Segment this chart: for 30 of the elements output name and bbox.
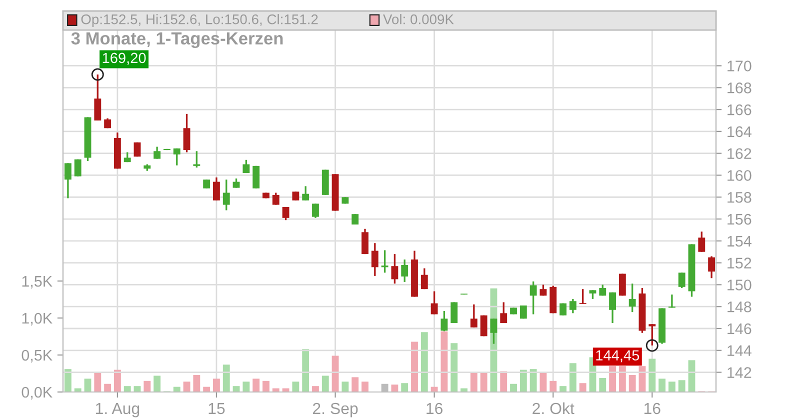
annotation: Op:152.5, Hi:152.6, Lo:150.6, Cl:151.2 [81,14,318,27]
y-tick-label: 0,0K [22,386,52,400]
y2-tick-label: 168 [728,82,752,94]
y2-tick-label: 160 [728,170,752,181]
annotation: Vol: 0.009K [383,14,454,24]
y2-tick-label: 142 [728,367,752,378]
x-tick-label: 2. Okt [532,402,574,414]
x-tick-label: 2. Sep [313,402,358,418]
x-tick-label: 16 [644,402,660,414]
y2-tick-label: 158 [728,192,752,203]
y-tick-label: 1,5K [22,276,52,289]
y2-tick-label: 144 [728,345,752,356]
y2-tick-label: 156 [728,214,752,225]
y2-tick-label: 152 [728,258,752,268]
x-tick-label: 1. Aug [96,403,140,418]
y2-tick-label: 166 [728,104,752,116]
text: 3 Monate, 1-Tages-Kerzen [71,32,283,48]
y2-tick-label: 170 [728,60,752,72]
y2-tick-label: 146 [728,323,752,334]
y2-tick-label: 162 [728,148,752,160]
annotation: 169,20 [102,52,146,65]
y2-tick-label: 148 [728,301,752,312]
y-tick-label: 0,5K [22,350,52,362]
y-tick-label: 1,0K [22,312,52,326]
x-tick-label: 15 [208,403,225,414]
x-tick-label: 16 [426,402,442,414]
y2-tick-label: 164 [728,126,752,138]
y2-tick-label: 150 [728,280,752,290]
annotation: 144,45 [596,350,640,362]
y2-tick-label: 154 [728,236,752,247]
